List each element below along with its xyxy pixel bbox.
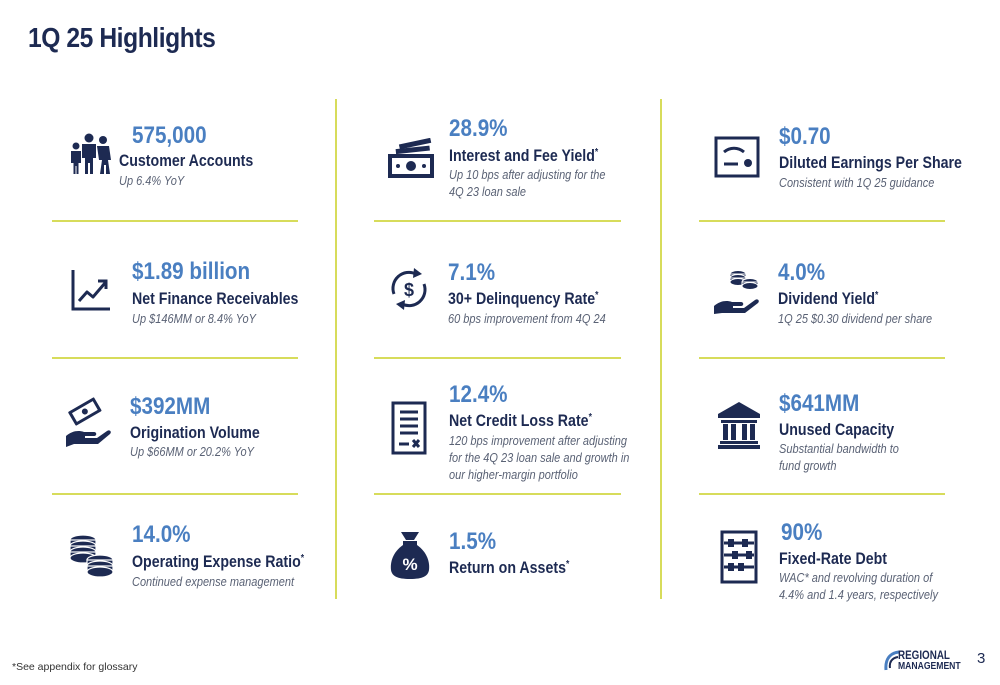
page-number: 3 <box>977 650 986 667</box>
logo-swoosh-icon <box>884 650 900 671</box>
receipt-icon <box>391 401 427 455</box>
footnote: *See appendix for glossary <box>12 661 138 673</box>
kpi-note: 120 bps improvement after adjusting for … <box>449 434 630 482</box>
row-divider <box>374 220 621 222</box>
company-logo: REGIONAL MANAGEMENT <box>884 648 970 674</box>
dollar-cycle-icon: $ <box>391 268 427 310</box>
kpi-label: Unused Capacity <box>779 421 895 439</box>
page-title: 1Q 25 Highlights <box>28 22 216 53</box>
row-divider <box>699 357 945 359</box>
row-divider <box>699 493 945 495</box>
kpi-label: Interest and Fee Yield* <box>449 147 599 165</box>
kpi-value: 7.1% <box>448 259 496 286</box>
kpi-value: 14.0% <box>132 521 191 548</box>
kpi-value: $392MM <box>130 393 211 420</box>
row-divider <box>52 357 298 359</box>
kpi-label: Fixed-Rate Debt <box>779 550 888 568</box>
row-divider <box>699 220 945 222</box>
row-divider <box>374 493 621 495</box>
row-divider <box>374 357 621 359</box>
logo-text: REGIONAL <box>898 648 950 662</box>
bank-building-icon <box>718 402 760 449</box>
kpi-value: 12.4% <box>449 381 508 408</box>
kpi-value: 4.0% <box>778 259 826 286</box>
kpi-note: Up $146MM or 8.4% YoY <box>132 312 256 326</box>
kpi-label: Origination Volume <box>130 424 260 442</box>
kpi-value: 90% <box>781 519 823 546</box>
column-divider <box>660 99 662 599</box>
kpi-note: Up $66MM or 20.2% YoY <box>130 445 254 459</box>
kpi-note: Up 6.4% YoY <box>119 174 185 188</box>
coin-stacks-icon <box>69 534 114 578</box>
kpi-label: Return on Assets* <box>449 559 570 577</box>
kpi-label: Net Credit Loss Rate* <box>449 412 592 430</box>
hand-money-icon <box>66 397 111 447</box>
row-divider <box>52 220 298 222</box>
family-icon <box>71 133 111 174</box>
kpi-value: $641MM <box>779 390 860 417</box>
abacus-icon <box>720 530 758 584</box>
kpi-note: Continued expense management <box>132 575 295 589</box>
kpi-value: $0.70 <box>779 123 831 150</box>
logo-text: MANAGEMENT <box>898 660 961 672</box>
kpi-note: 1Q 25 $0.30 dividend per share <box>778 312 933 326</box>
percent-bag-icon: % <box>390 532 430 579</box>
kpi-note: Consistent with 1Q 25 guidance <box>779 176 935 190</box>
kpi-label: Dividend Yield* <box>778 290 879 308</box>
hand-coins-icon <box>714 270 759 314</box>
svg-text:$: $ <box>404 280 414 300</box>
kpi-label: Net Finance Receivables <box>132 290 299 308</box>
kpi-value: 28.9% <box>449 115 508 142</box>
kpi-note: Substantial bandwidth to fund growth <box>779 442 899 473</box>
kpi-label: Customer Accounts <box>119 152 254 170</box>
kpi-note: WAC* and revolving duration of 4.4% and … <box>779 571 938 602</box>
row-divider <box>52 493 298 495</box>
kpi-label: Diluted Earnings Per Share <box>779 154 962 172</box>
kpi-label: 30+ Delinquency Rate* <box>448 290 599 308</box>
kpi-value: 1.5% <box>449 528 497 555</box>
kpi-note: Up 10 bps after adjusting for the 4Q 23 … <box>449 168 606 199</box>
kpi-value: $1.89 billion <box>132 258 251 285</box>
column-divider <box>335 99 337 599</box>
cash-bill-icon <box>388 138 434 178</box>
certificate-icon <box>714 136 760 178</box>
kpi-label: Operating Expense Ratio* <box>132 553 305 571</box>
kpi-value: 575,000 <box>132 122 207 149</box>
svg-text:%: % <box>402 555 417 574</box>
kpi-note: 60 bps improvement from 4Q 24 <box>448 312 606 326</box>
growth-chart-icon <box>71 270 110 311</box>
